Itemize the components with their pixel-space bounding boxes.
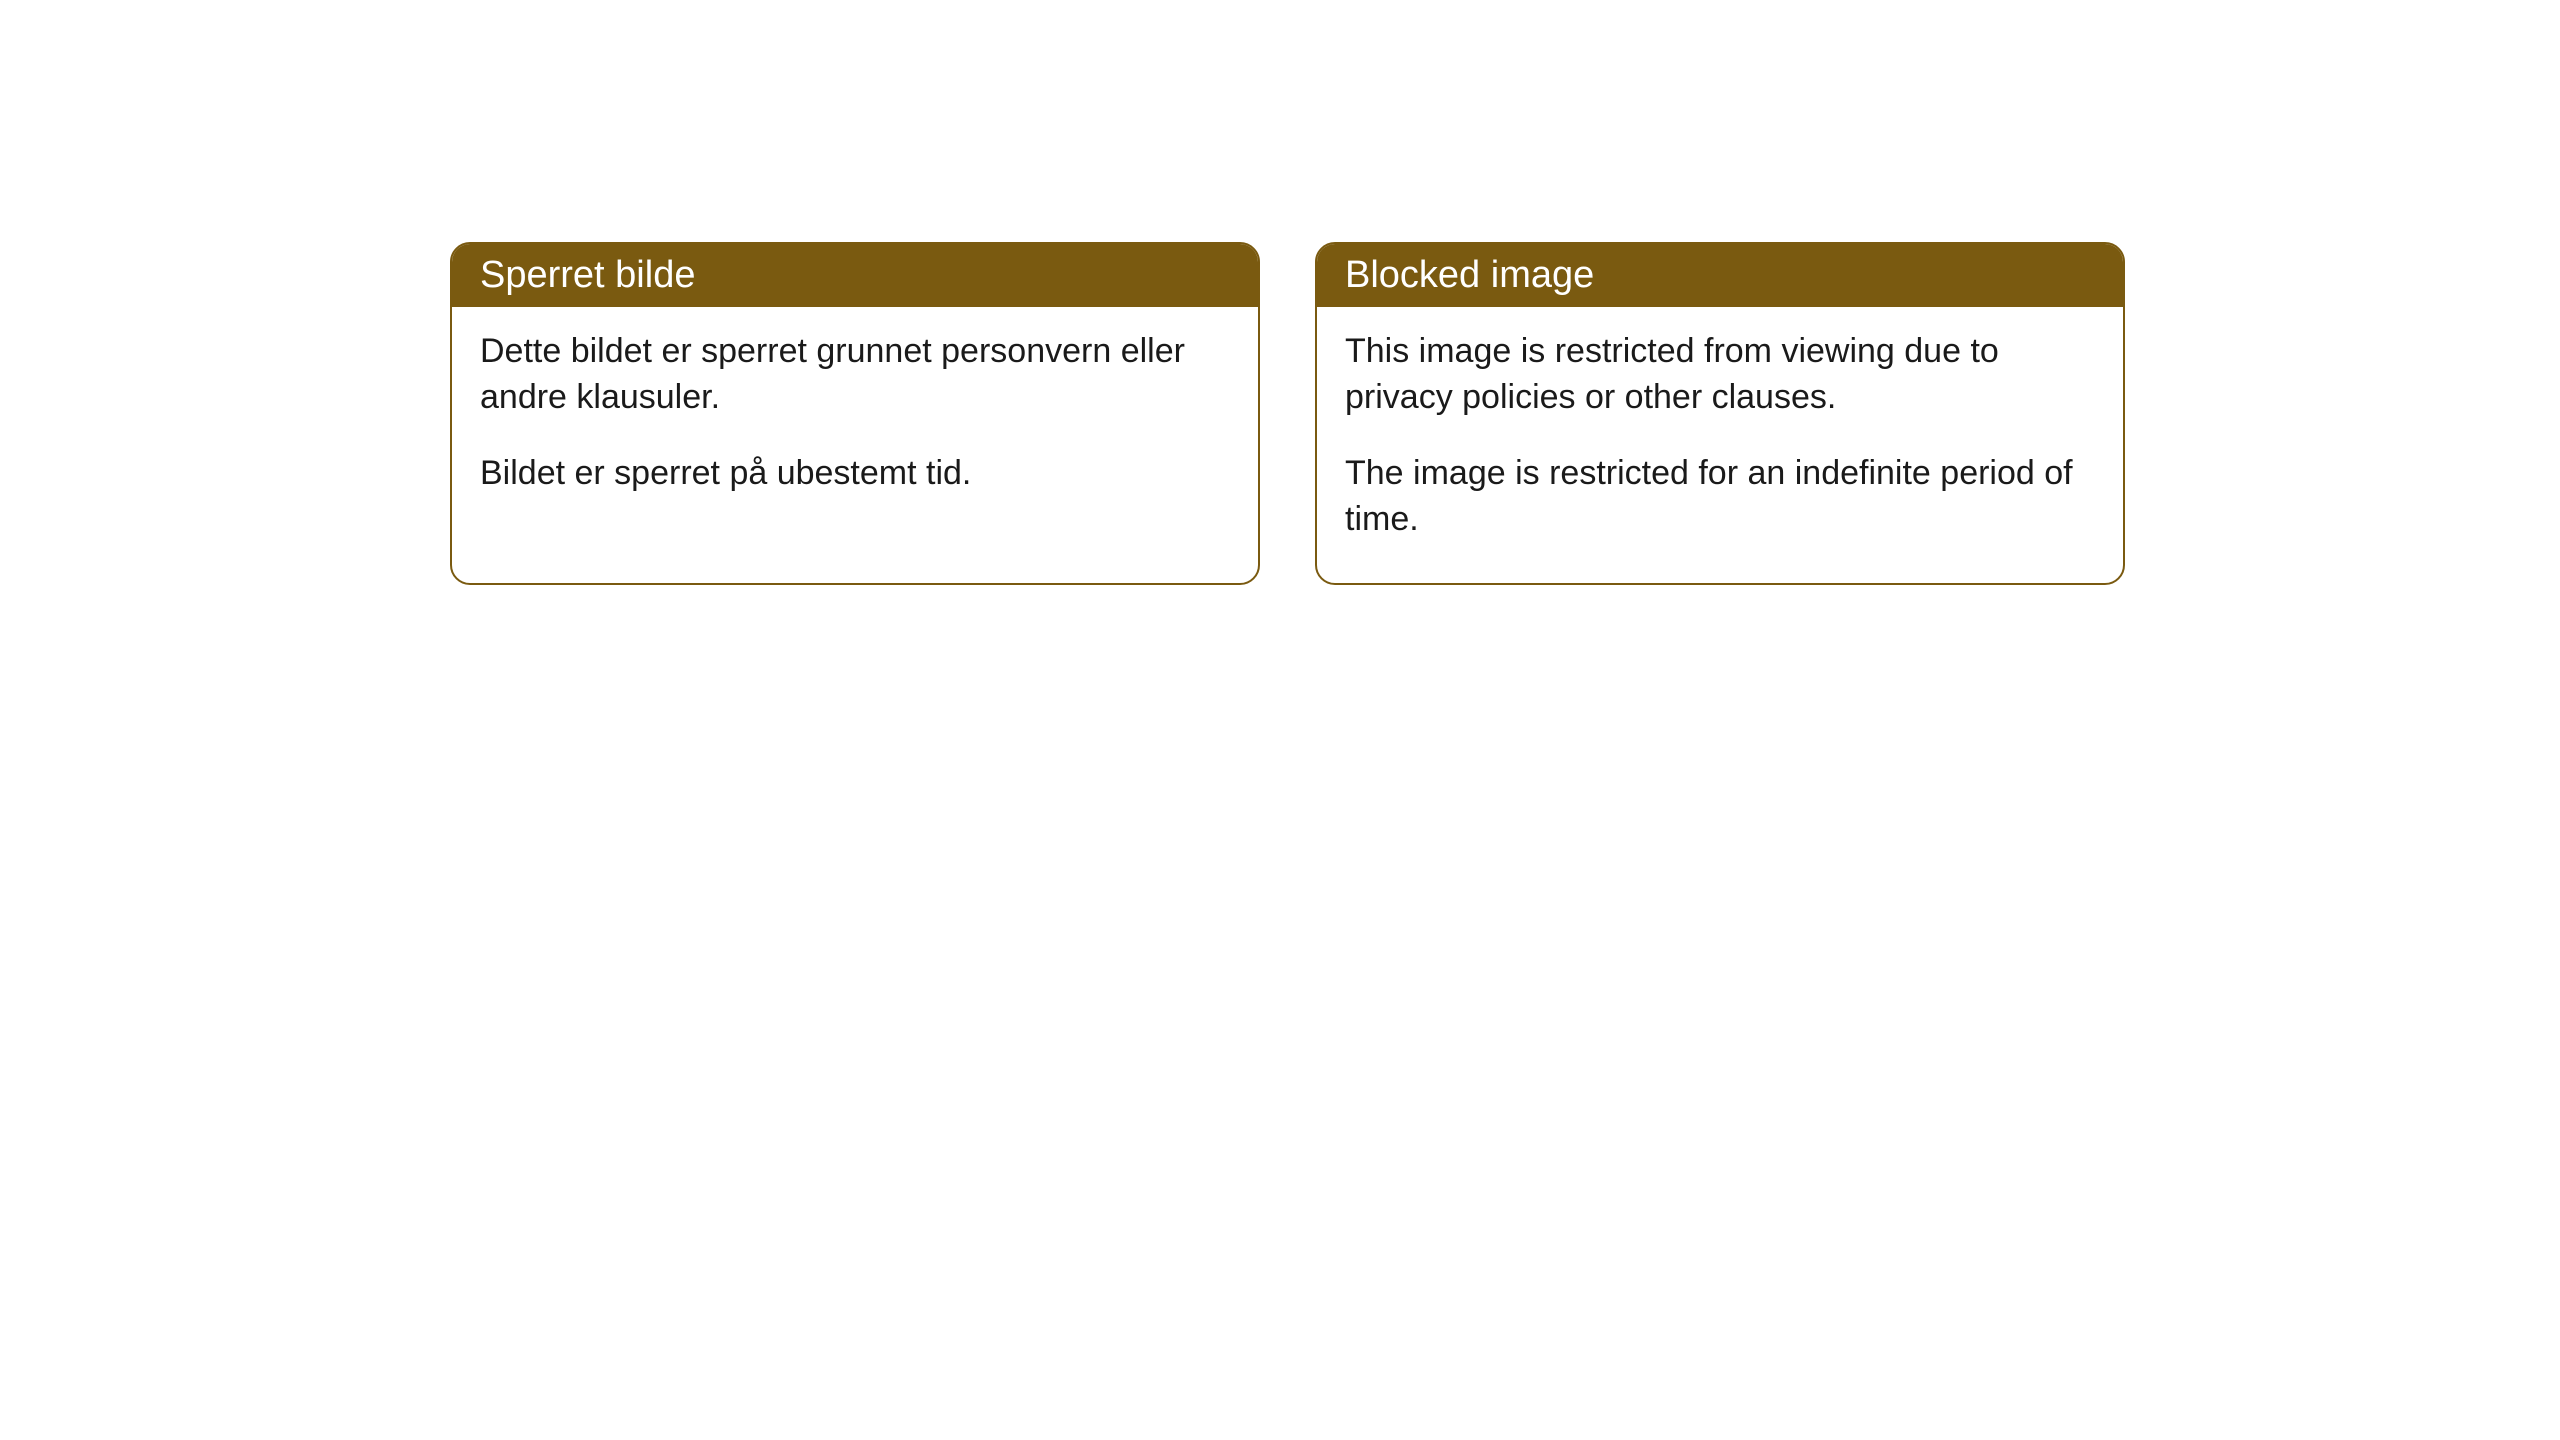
card-header: Blocked image	[1317, 244, 2123, 307]
card-title: Blocked image	[1345, 254, 1594, 296]
notice-card-english: Blocked image This image is restricted f…	[1315, 242, 2125, 585]
card-header: Sperret bilde	[452, 244, 1258, 307]
card-paragraph: Dette bildet er sperret grunnet personve…	[480, 329, 1230, 421]
card-body: Dette bildet er sperret grunnet personve…	[452, 307, 1258, 537]
card-paragraph: Bildet er sperret på ubestemt tid.	[480, 451, 1230, 497]
card-paragraph: The image is restricted for an indefinit…	[1345, 451, 2095, 543]
card-paragraph: This image is restricted from viewing du…	[1345, 329, 2095, 421]
card-title: Sperret bilde	[480, 254, 695, 296]
notice-container: Sperret bilde Dette bildet er sperret gr…	[0, 0, 2560, 585]
notice-card-norwegian: Sperret bilde Dette bildet er sperret gr…	[450, 242, 1260, 585]
card-body: This image is restricted from viewing du…	[1317, 307, 2123, 583]
